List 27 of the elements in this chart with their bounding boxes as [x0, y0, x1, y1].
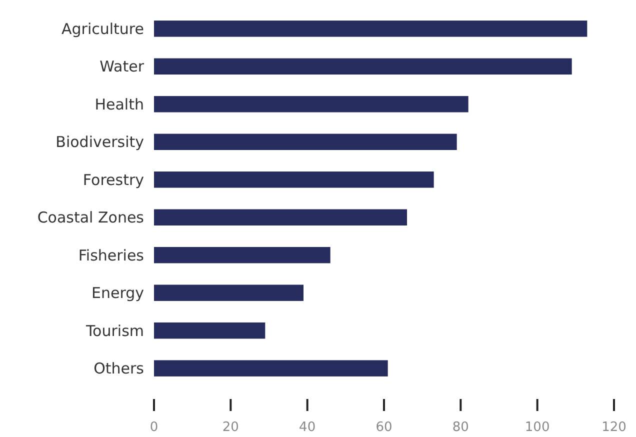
bar [154, 360, 388, 376]
bar [154, 20, 588, 37]
y-tick-label: Biodiversity [56, 133, 144, 152]
bar [154, 172, 434, 188]
y-tick-label: Fisheries [78, 246, 144, 264]
y-tick-label: Others [94, 360, 144, 378]
y-tick-label: Forestry [82, 170, 144, 189]
y-tick-label: Energy [91, 284, 144, 302]
bar [154, 134, 457, 150]
y-tick-label: Agriculture [62, 20, 144, 38]
x-tick-label: 80 [452, 420, 469, 435]
x-tick-label: 120 [602, 420, 626, 435]
y-tick-label: Coastal Zones [37, 208, 144, 227]
y-tick-label: Health [94, 95, 144, 114]
x-tick-label: 40 [299, 420, 316, 435]
bar [154, 96, 468, 112]
y-tick-label: Tourism [84, 322, 144, 340]
bar [154, 58, 572, 75]
x-tick-label: 60 [376, 420, 392, 435]
bar [154, 246, 330, 264]
bar [154, 322, 266, 339]
bar [154, 284, 304, 301]
x-tick-label: 0 [150, 420, 158, 435]
bar [154, 209, 407, 226]
x-tick-label: 20 [222, 420, 239, 435]
x-tick-label: 100 [524, 420, 550, 435]
y-tick-label: Water [100, 58, 145, 76]
